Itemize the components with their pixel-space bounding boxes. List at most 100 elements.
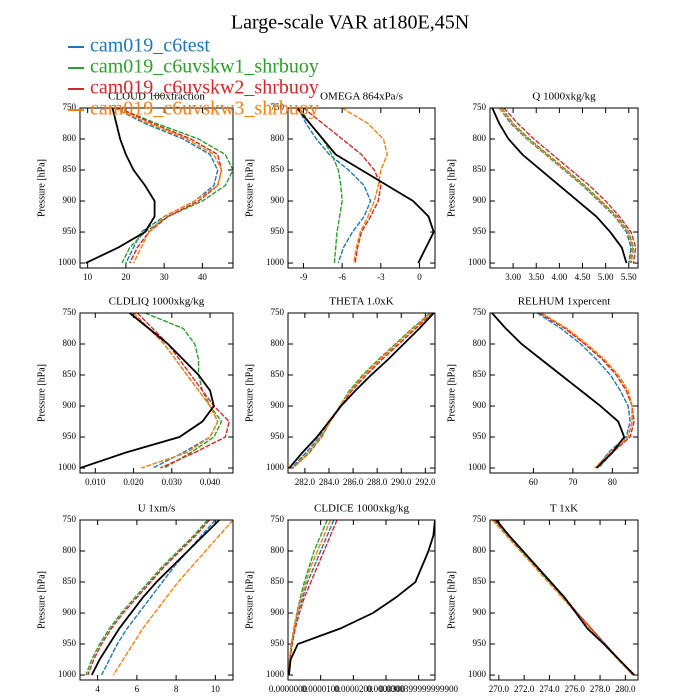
x-tick-label: 0.0000000 <box>269 684 308 694</box>
panel-title: CLDICE 1000xkg/kg <box>314 503 410 515</box>
y-tick-label: 750 <box>473 307 487 317</box>
x-tick-label: 60 <box>529 477 539 487</box>
x-tick-label: 6 <box>135 684 140 694</box>
y-tick-label: 850 <box>271 369 285 379</box>
y-tick-label: 950 <box>473 638 487 648</box>
legend-label: cam019_c6test <box>90 35 210 57</box>
x-tick-label: 5.50 <box>621 272 637 282</box>
x-tick-label: 0 <box>417 272 422 282</box>
series-line <box>292 313 432 469</box>
plot-lines <box>491 108 637 264</box>
series-line <box>112 520 233 676</box>
y-tick-label: 1000 <box>468 257 487 267</box>
x-tick-label: 0.020 <box>123 477 144 487</box>
y-tick-label: 950 <box>271 638 285 648</box>
y-tick-label: 900 <box>473 400 487 410</box>
series-line <box>491 108 628 264</box>
y-tick-label: 950 <box>271 226 285 236</box>
y-axis-label: Pressure [hPa] <box>36 364 47 422</box>
x-tick-label: 0.0000200 <box>334 684 373 694</box>
x-tick-label: 286.0 <box>343 477 364 487</box>
y-tick-label: 950 <box>271 431 285 441</box>
y-tick-label: 800 <box>63 133 77 143</box>
x-tick-label: 10 <box>83 272 93 282</box>
series-line <box>297 108 372 264</box>
y-axis-label: Pressure [hPa] <box>36 571 47 629</box>
legend-label: cam019_c6uvskw3_shrbuoy <box>90 98 319 120</box>
y-tick-label: 950 <box>473 226 487 236</box>
x-tick-label: 0.0000399999999900 <box>379 684 458 694</box>
y-tick-label: 800 <box>63 545 77 555</box>
panel-title: U 1xm/s <box>138 503 176 515</box>
x-tick-label: 4.50 <box>575 272 591 282</box>
series-line <box>90 520 220 676</box>
y-tick-label: 750 <box>473 102 487 112</box>
y-tick-label: 800 <box>473 133 487 143</box>
y-axis-label: Pressure [hPa] <box>244 571 255 629</box>
series-line <box>341 108 389 264</box>
series-line <box>133 313 219 469</box>
y-axis-label: Pressure [hPa] <box>36 159 47 217</box>
y-tick-label: 900 <box>473 195 487 205</box>
y-axis-label: Pressure [hPa] <box>446 159 457 217</box>
series-line <box>540 313 633 469</box>
x-tick-label: -9 <box>300 272 308 282</box>
series-line <box>80 313 215 469</box>
y-tick-label: 750 <box>271 307 285 317</box>
x-tick-label: 292.0 <box>415 477 436 487</box>
series-line <box>85 520 209 676</box>
y-tick-label: 850 <box>473 576 487 586</box>
y-tick-label: 1000 <box>58 257 77 267</box>
y-tick-label: 750 <box>63 514 77 524</box>
plot-lines <box>80 313 230 469</box>
y-tick-label: 850 <box>271 164 285 174</box>
series-line <box>303 108 382 264</box>
panel-title: CLDLIQ 1000xkg/kg <box>109 296 205 308</box>
x-tick-label: 0.0000100 <box>302 684 341 694</box>
series-line <box>288 313 435 469</box>
x-tick-label: -6 <box>338 272 346 282</box>
x-tick-label: 3.00 <box>505 272 521 282</box>
series-line <box>498 108 634 264</box>
y-tick-label: 850 <box>271 576 285 586</box>
panel-title: CLOUD 100xfraction <box>108 91 205 103</box>
x-tick-label: 40 <box>198 272 208 282</box>
y-tick-label: 800 <box>473 338 487 348</box>
y-axis-label: Pressure [hPa] <box>446 364 457 422</box>
series-line <box>495 520 635 676</box>
x-tick-label: 5.00 <box>598 272 614 282</box>
series-line <box>117 108 233 264</box>
y-tick-label: 1000 <box>266 257 285 267</box>
y-tick-label: 900 <box>63 195 77 205</box>
x-tick-label: 20 <box>121 272 131 282</box>
plot-lines <box>288 520 435 676</box>
series-line <box>114 108 223 264</box>
panel-title: Q 1000xkg/kg <box>532 91 596 103</box>
y-tick-label: 750 <box>63 102 77 112</box>
series-line <box>296 108 435 264</box>
y-tick-label: 1000 <box>266 462 285 472</box>
x-tick-label: 3.50 <box>528 272 544 282</box>
plot-frame <box>489 312 639 474</box>
x-tick-label: 4 <box>95 684 100 694</box>
panel-title: OMEGA 864xPa/s <box>320 91 403 103</box>
y-tick-label: 1000 <box>58 462 77 472</box>
y-tick-label: 900 <box>271 195 285 205</box>
y-tick-label: 850 <box>63 369 77 379</box>
y-tick-label: 750 <box>473 514 487 524</box>
x-tick-label: 272.0 <box>514 684 535 694</box>
y-tick-label: 900 <box>473 607 487 617</box>
plot-lines <box>85 108 233 264</box>
y-tick-label: 750 <box>63 307 77 317</box>
plot-frame <box>287 312 436 474</box>
plot-lines <box>85 520 233 676</box>
y-tick-label: 1000 <box>266 669 285 679</box>
x-tick-label: 0.0000300 <box>367 684 406 694</box>
series-line <box>100 520 216 676</box>
series-line <box>133 313 219 469</box>
y-tick-label: 900 <box>271 607 285 617</box>
y-tick-label: 850 <box>63 576 77 586</box>
series-line <box>498 108 632 264</box>
y-axis-label: Pressure [hPa] <box>244 159 255 217</box>
